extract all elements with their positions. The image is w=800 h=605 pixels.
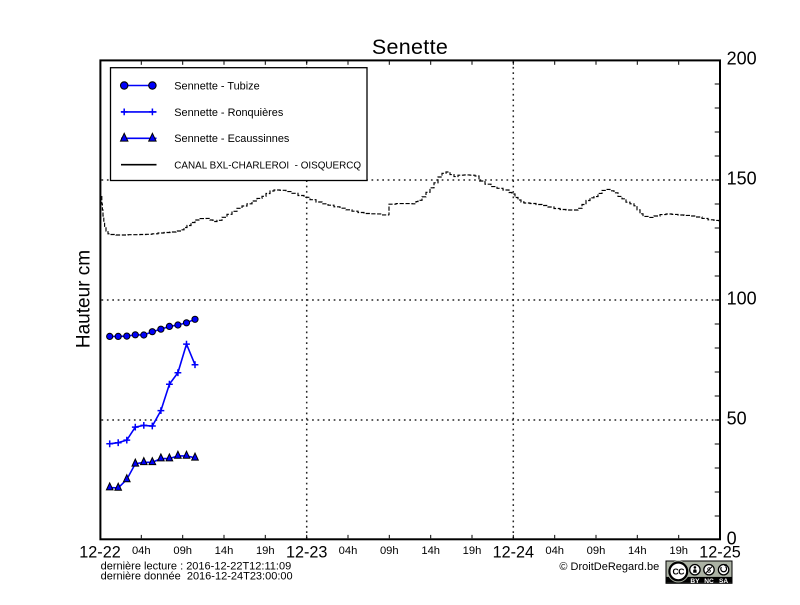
svg-text:Sennette - Tubize: Sennette - Tubize: [174, 80, 259, 92]
svg-text:09h: 09h: [380, 545, 399, 557]
svg-text:19h: 19h: [463, 545, 482, 557]
svg-text:dernière donnée 2016-12-24T23: dernière donnée 2016-12-24T23:00:00: [101, 571, 293, 583]
svg-text:0: 0: [727, 528, 737, 548]
svg-text:09h: 09h: [587, 545, 606, 557]
svg-text:19h: 19h: [256, 545, 275, 557]
svg-text:Sennette - Ecaussinnes: Sennette - Ecaussinnes: [174, 133, 290, 145]
svg-text:12-22: 12-22: [79, 544, 120, 562]
svg-text:04h: 04h: [132, 545, 151, 557]
svg-text:200: 200: [727, 48, 757, 68]
svg-text:14h: 14h: [215, 545, 234, 557]
svg-text:12-23: 12-23: [286, 544, 327, 562]
svg-text:$: $: [707, 566, 712, 575]
svg-text:Sennette - Ronquières: Sennette - Ronquières: [174, 107, 284, 119]
svg-text:100: 100: [727, 288, 757, 308]
svg-text:14h: 14h: [421, 545, 440, 557]
svg-text:CC: CC: [672, 567, 684, 577]
svg-text:14h: 14h: [628, 545, 647, 557]
svg-text:04h: 04h: [545, 545, 564, 557]
svg-text:CANAL BXL-CHARLEROI - OISQUER: CANAL BXL-CHARLEROI - OISQUERCQ: [174, 161, 361, 172]
svg-text:19h: 19h: [669, 545, 688, 557]
svg-text:SA: SA: [719, 578, 728, 585]
svg-text:NC: NC: [704, 578, 714, 585]
svg-text:© DroitDeRegard.be: © DroitDeRegard.be: [559, 561, 659, 573]
svg-text:Hauteur cm: Hauteur cm: [73, 250, 94, 348]
svg-text:09h: 09h: [173, 545, 192, 557]
svg-text:dernière lecture : 2016-12-22T: dernière lecture : 2016-12-22T12:11:09: [101, 561, 292, 573]
svg-text:BY: BY: [690, 578, 700, 585]
svg-text:04h: 04h: [339, 545, 358, 557]
svg-text:50: 50: [727, 408, 747, 428]
svg-text:150: 150: [727, 168, 757, 188]
svg-text:12-24: 12-24: [493, 544, 534, 562]
svg-text:Senette: Senette: [372, 35, 448, 59]
svg-text:12-25: 12-25: [699, 544, 740, 562]
